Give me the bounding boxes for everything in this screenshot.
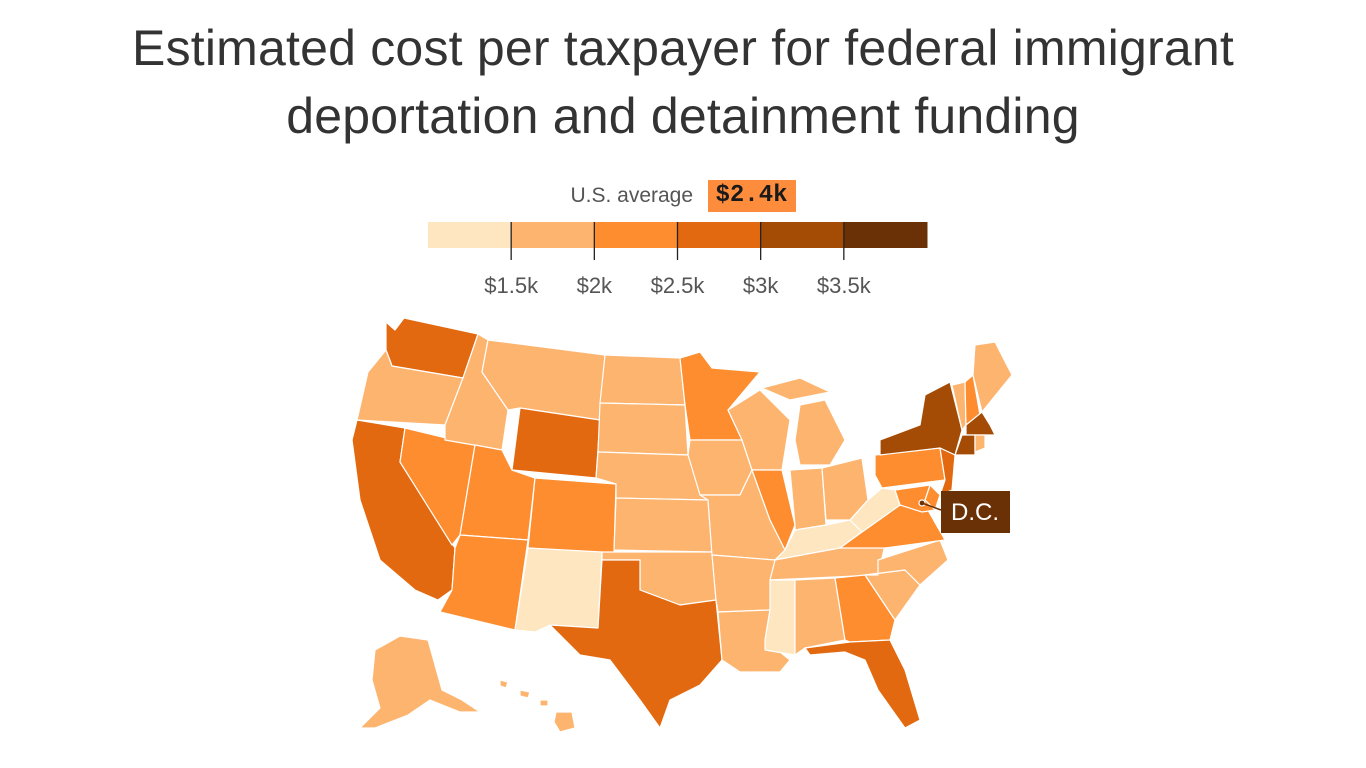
state-nm xyxy=(514,547,603,633)
us-average-label: U.S. average xyxy=(570,184,694,207)
legend-tick-label: $1.5k xyxy=(484,273,539,298)
legend-bin-4 xyxy=(677,222,762,248)
state-ak xyxy=(359,635,481,729)
state-fl xyxy=(804,639,921,729)
legend-bin-6 xyxy=(843,222,928,248)
us-average-row: U.S. average $2.4k xyxy=(0,180,1366,214)
state-mi xyxy=(761,377,846,466)
color-legend: $1.5k $2k $2.5k $3k $3.5k xyxy=(428,222,928,298)
state-ks xyxy=(613,497,713,553)
title-line-1: Estimated cost per taxpayer for federal … xyxy=(132,20,1234,76)
state-ar xyxy=(711,554,776,613)
state-ct xyxy=(954,434,976,456)
legend-tick-label: $3k xyxy=(743,273,779,298)
state-nc xyxy=(864,539,949,586)
state-tx xyxy=(549,559,723,729)
state-al xyxy=(794,577,846,656)
state-me xyxy=(972,341,1013,413)
legend-tick-label: $3.5k xyxy=(817,273,872,298)
dc-callout: D.C. xyxy=(921,491,1010,533)
state-hi xyxy=(499,679,576,733)
us-states-map xyxy=(351,317,1013,733)
legend-bins xyxy=(428,222,928,248)
state-il xyxy=(751,469,796,551)
state-az xyxy=(439,534,529,631)
state-ia xyxy=(687,439,753,496)
legend-ticks: $1.5k $2k $2.5k $3k $3.5k xyxy=(484,222,872,298)
state-ri xyxy=(974,434,986,453)
title-line-2: deportation and detainment funding xyxy=(286,88,1080,144)
legend-tick-label: $2k xyxy=(577,273,613,298)
state-co xyxy=(527,477,617,556)
legend-tick-label: $2.5k xyxy=(651,273,706,298)
state-nd xyxy=(599,354,686,406)
state-ny xyxy=(879,381,963,456)
state-sd xyxy=(597,402,689,456)
state-ms xyxy=(764,579,796,656)
state-md xyxy=(894,484,936,513)
legend-bin-3 xyxy=(594,222,678,248)
chart-title: Estimated cost per taxpayer for federal … xyxy=(0,14,1366,150)
dc-callout-box xyxy=(941,491,1010,533)
legend-bin-1 xyxy=(428,222,512,248)
state-in xyxy=(789,467,827,531)
state-wy xyxy=(511,407,601,479)
legend-bin-5 xyxy=(760,222,845,248)
dc-callout-label: D.C. xyxy=(951,499,999,526)
us-average-value: $2.4k xyxy=(707,180,796,212)
legend-bin-2 xyxy=(511,222,595,248)
dc-callout-leader xyxy=(921,502,942,511)
